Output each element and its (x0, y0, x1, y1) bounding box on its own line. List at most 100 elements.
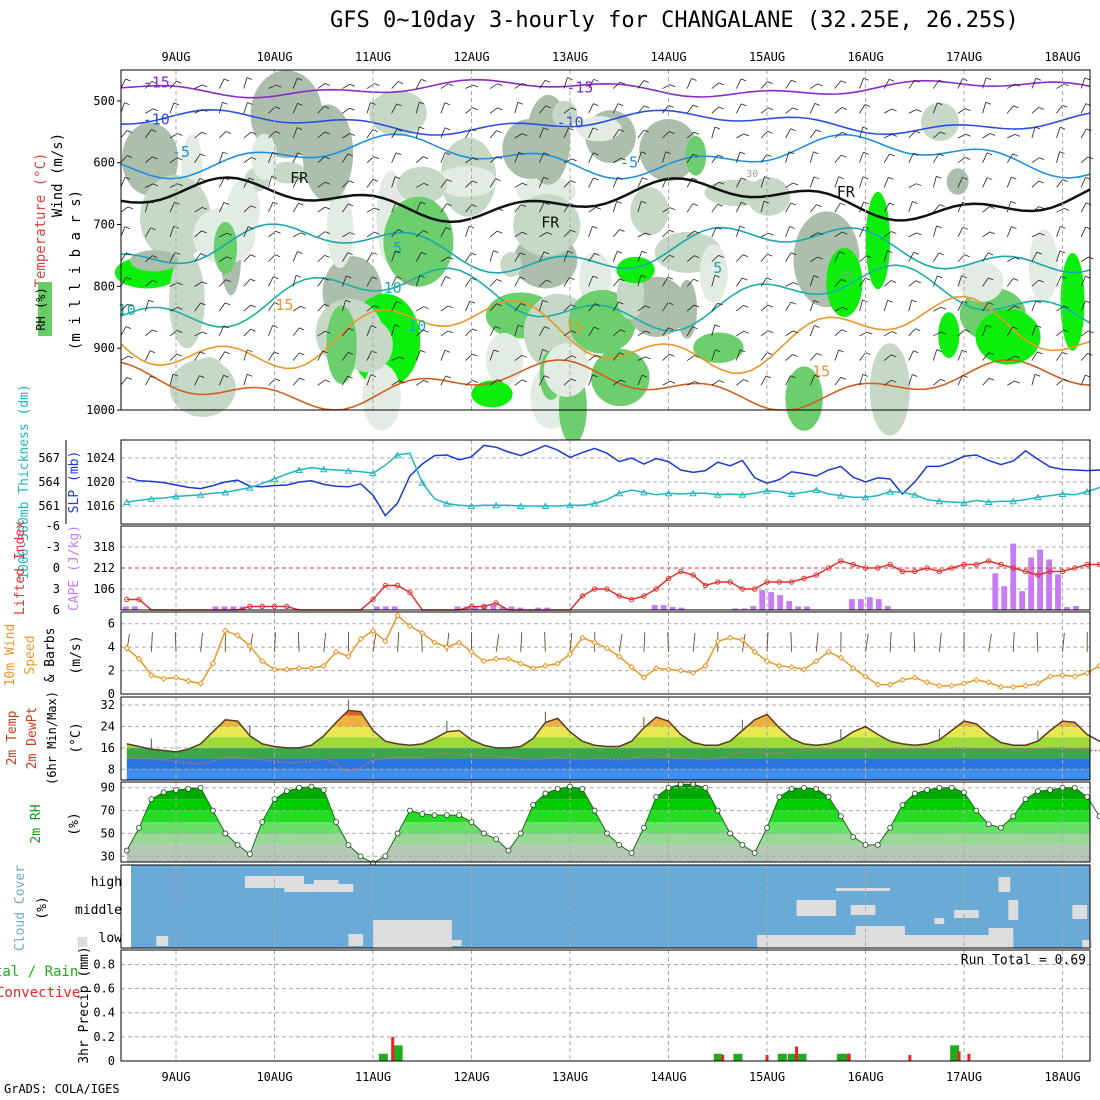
rh-marker (320, 787, 327, 793)
wind-barb-flag (297, 251, 303, 254)
wind-barb (514, 379, 523, 386)
wind-barb (268, 152, 273, 163)
wind-barb (342, 153, 349, 163)
wind-barb (834, 176, 839, 188)
wind-barb (366, 276, 373, 287)
wind-barb-flag (177, 330, 183, 333)
wind-barb (317, 206, 326, 213)
wind-barb-flag (866, 331, 873, 335)
wind-speed-marker (751, 648, 758, 656)
wind-barb (1031, 180, 1039, 188)
rh-fill-area (500, 252, 522, 278)
wind-speed-marker (1022, 682, 1029, 690)
wind-barb-flag (223, 374, 229, 378)
rh-marker (998, 824, 1004, 831)
cape-bar (669, 607, 676, 610)
bottom-date-label: 10AUG (256, 1070, 292, 1084)
thickness-marker (393, 451, 402, 458)
wind-barb (317, 278, 324, 287)
wind-barb-flag (250, 328, 256, 332)
wind-barb-flag (965, 108, 971, 112)
wind-barb-flag (248, 177, 254, 181)
wind-barb-flag (763, 200, 770, 204)
wind-barb-flag (472, 380, 478, 383)
wind-barb-flag (152, 329, 158, 333)
cloud-cover-area (954, 910, 979, 918)
wind-speed-marker (899, 676, 906, 684)
wind-barb (785, 226, 790, 238)
wind-barb-flag (739, 225, 745, 229)
wind-speed-marker (345, 653, 352, 660)
wind-barb-flag (644, 305, 651, 309)
lifted-index-marker (838, 558, 844, 564)
wind-barb-flag (741, 177, 747, 181)
wind-barb-flag (691, 78, 697, 81)
lifted-index-marker (1096, 561, 1100, 568)
cloud-cover-area (998, 877, 1011, 892)
wind-barb (538, 349, 543, 361)
wind-barb (391, 324, 396, 336)
wind-barb (440, 256, 449, 262)
wind-barb (120, 277, 127, 287)
wind-barb-flag (374, 83, 380, 86)
wind-barb (588, 354, 597, 361)
wind-barb (169, 353, 178, 361)
wind-barb-flag (250, 254, 256, 258)
rh-marker (579, 785, 586, 792)
wind-barb (859, 78, 864, 89)
wind-barb (735, 151, 741, 163)
wind-barb (292, 203, 299, 213)
wind-barb (1007, 355, 1015, 361)
cloud-cover-area (77, 937, 88, 947)
cape-axis-label: CAPE (J/kg) (67, 525, 82, 611)
wind-barb (514, 354, 523, 361)
wind-speed-marker (776, 662, 783, 670)
wind-barb (933, 306, 942, 312)
cross-section-y-tick: 700 (93, 218, 115, 232)
thickness-marker (418, 479, 427, 486)
wind-barb (514, 133, 523, 139)
wind-barb (465, 204, 472, 213)
wind-barb (760, 201, 765, 213)
wind-barb-flag (718, 82, 724, 86)
wind-speed-marker (714, 638, 721, 645)
wind-barb-flag (841, 329, 847, 333)
wind-barb-flag (645, 330, 651, 334)
wind-barb (933, 131, 941, 139)
wind-barb (1006, 226, 1012, 238)
rh-marker (1047, 787, 1054, 793)
wind-barb (218, 302, 226, 312)
wind-barb (465, 300, 471, 312)
wind-barb-flag (496, 130, 502, 134)
thickness-marker (467, 502, 476, 509)
wind-speed-marker (652, 665, 660, 672)
precip-axis-label: 3hr Precip (mm) (77, 946, 92, 1063)
wind-barb (317, 156, 325, 164)
wind-barb-flag (1060, 276, 1067, 279)
rh-fill-area (865, 191, 891, 290)
wind-barb (1056, 305, 1065, 312)
cape-bar (1001, 586, 1008, 610)
wind-barb (686, 326, 693, 337)
wind-barb-flag (1038, 157, 1045, 161)
wind-barb-flag (617, 250, 623, 254)
wind-barb (637, 251, 643, 262)
cape-bar (1073, 606, 1079, 610)
lifted-index-axis-label: Lifted Index (13, 521, 28, 615)
wind-barb (809, 176, 815, 188)
cape-bar (732, 608, 739, 610)
wind-barb (982, 177, 988, 188)
thickness-marker (1083, 488, 1092, 495)
wind-barb (415, 79, 422, 89)
thickness-line (126, 452, 1100, 507)
wind-barb-flag (592, 374, 598, 378)
rh-fill-area (485, 332, 524, 387)
wind-barb-flag (717, 302, 723, 306)
rh-axis-label-1: 2m RH (29, 804, 44, 843)
rh-marker (345, 841, 352, 848)
wind-barb-flag (448, 330, 454, 334)
rh-marker (764, 824, 770, 831)
wind-barb (1056, 179, 1063, 188)
wind-barb-flag (423, 182, 429, 186)
wind-speed-marker (332, 648, 340, 656)
